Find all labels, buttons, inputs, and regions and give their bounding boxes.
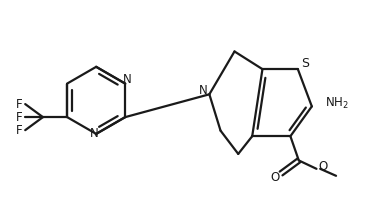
- Text: O: O: [318, 160, 327, 173]
- Text: S: S: [301, 57, 309, 70]
- Text: NH$_2$: NH$_2$: [325, 96, 349, 111]
- Text: N: N: [90, 127, 99, 140]
- Text: F: F: [16, 111, 22, 124]
- Text: F: F: [16, 98, 22, 111]
- Text: F: F: [16, 124, 22, 137]
- Text: N: N: [199, 84, 208, 97]
- Text: N: N: [123, 73, 131, 86]
- Text: O: O: [271, 171, 280, 184]
